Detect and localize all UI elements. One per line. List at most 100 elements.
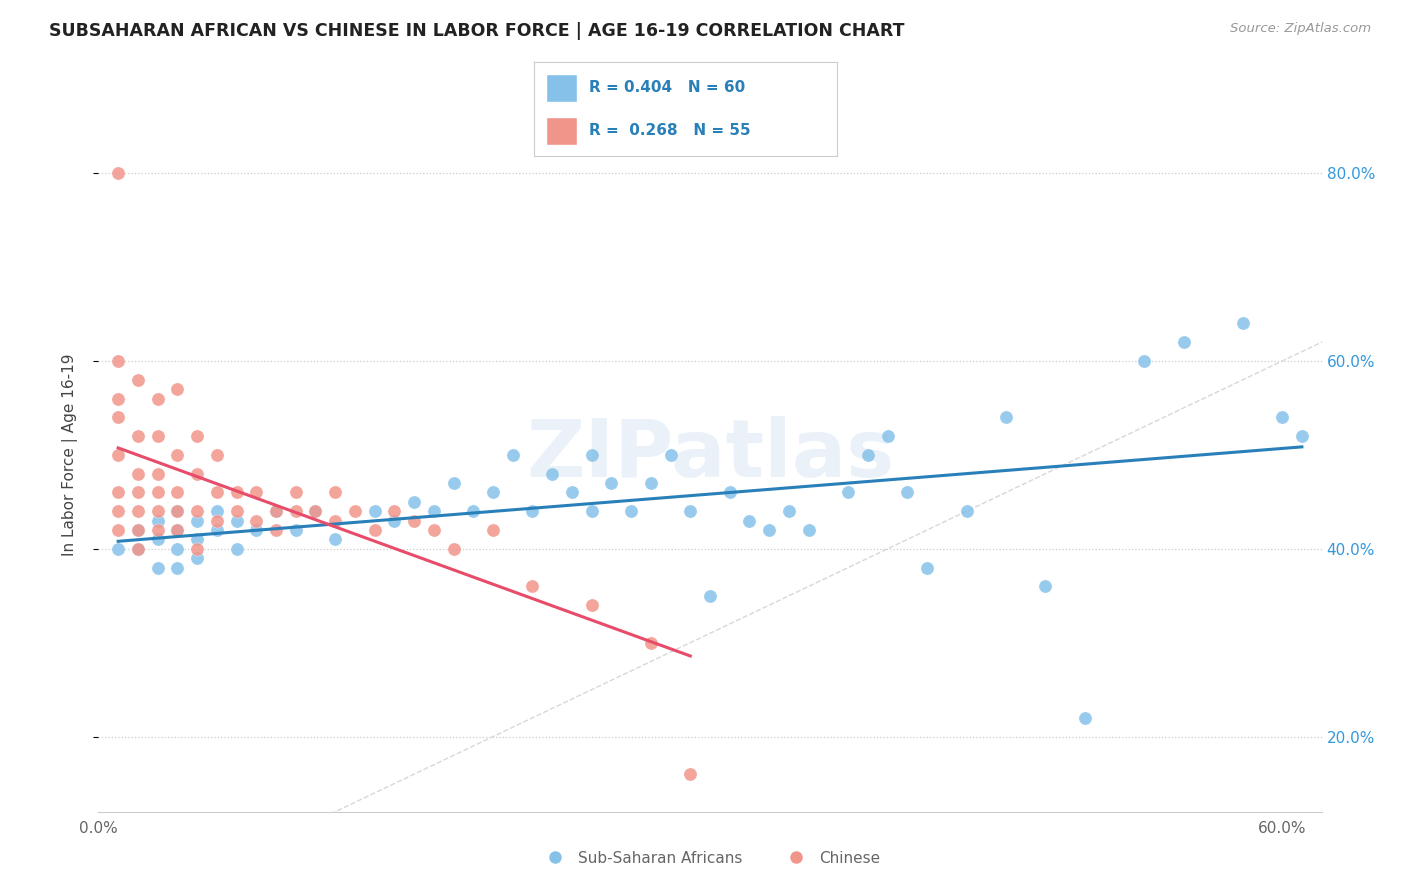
Point: [363, 504, 385, 518]
Point: [482, 523, 505, 537]
Point: [284, 485, 307, 500]
Point: [166, 560, 188, 574]
Point: [404, 514, 426, 528]
Point: [127, 523, 149, 537]
Point: [679, 504, 702, 518]
Text: Source: ZipAtlas.com: Source: ZipAtlas.com: [1230, 22, 1371, 36]
Point: [186, 514, 208, 528]
Point: [264, 523, 287, 537]
Point: [463, 504, 485, 518]
Point: [205, 523, 228, 537]
Point: [876, 429, 898, 443]
Point: [363, 523, 385, 537]
Point: [443, 476, 465, 491]
Point: [186, 551, 208, 566]
Point: [797, 523, 820, 537]
Point: [127, 429, 149, 443]
Point: [561, 485, 583, 500]
Point: [581, 448, 603, 462]
Point: [107, 523, 129, 537]
Point: [304, 504, 326, 518]
Point: [146, 523, 169, 537]
Point: [541, 467, 564, 481]
Point: [1291, 429, 1313, 443]
Point: [245, 514, 267, 528]
Point: [245, 523, 267, 537]
Point: [146, 429, 169, 443]
Point: [443, 541, 465, 556]
Point: [620, 504, 643, 518]
Point: [107, 392, 129, 406]
Point: [107, 504, 129, 518]
Point: [166, 448, 188, 462]
Point: [382, 514, 405, 528]
Point: [581, 504, 603, 518]
Point: [778, 504, 800, 518]
Point: [186, 504, 208, 518]
Point: [166, 504, 188, 518]
Point: [323, 533, 346, 547]
Text: R =  0.268   N = 55: R = 0.268 N = 55: [589, 123, 751, 138]
Point: [304, 504, 326, 518]
Point: [127, 541, 149, 556]
Point: [1271, 410, 1294, 425]
Point: [166, 523, 188, 537]
Point: [186, 429, 208, 443]
Text: ZIPatlas: ZIPatlas: [526, 416, 894, 494]
Point: [718, 485, 741, 500]
Point: [245, 485, 267, 500]
Point: [107, 541, 129, 556]
Point: [264, 504, 287, 518]
Point: [107, 410, 129, 425]
Point: [127, 523, 149, 537]
Point: [186, 467, 208, 481]
Point: [146, 392, 169, 406]
Point: [343, 504, 366, 518]
Point: [1035, 579, 1057, 593]
Point: [522, 504, 544, 518]
Point: [166, 382, 188, 396]
Point: [600, 476, 623, 491]
Point: [738, 514, 761, 528]
Point: [1173, 335, 1195, 350]
Point: [186, 541, 208, 556]
Point: [127, 373, 149, 387]
Point: [323, 514, 346, 528]
Point: [264, 504, 287, 518]
Text: R = 0.404   N = 60: R = 0.404 N = 60: [589, 80, 745, 95]
Point: [423, 523, 446, 537]
Point: [146, 485, 169, 500]
Point: [1074, 711, 1097, 725]
Point: [127, 504, 149, 518]
Point: [127, 541, 149, 556]
Point: [994, 410, 1017, 425]
Point: [186, 533, 208, 547]
Point: [166, 541, 188, 556]
Point: [915, 560, 938, 574]
Point: [896, 485, 918, 500]
Point: [856, 448, 879, 462]
Point: [837, 485, 859, 500]
Point: [127, 467, 149, 481]
Point: [225, 504, 247, 518]
Point: [502, 448, 524, 462]
Point: [482, 485, 505, 500]
Point: [107, 448, 129, 462]
Point: [284, 504, 307, 518]
Point: [146, 533, 169, 547]
Point: [1232, 317, 1254, 331]
Point: [323, 485, 346, 500]
Bar: [547, 117, 576, 145]
Point: [225, 514, 247, 528]
Point: [107, 485, 129, 500]
Point: [205, 448, 228, 462]
Point: [581, 598, 603, 612]
Point: [522, 579, 544, 593]
Point: [679, 767, 702, 781]
Point: [146, 560, 169, 574]
Point: [423, 504, 446, 518]
Point: [640, 476, 662, 491]
Point: [205, 485, 228, 500]
Point: [127, 485, 149, 500]
Point: [382, 504, 405, 518]
